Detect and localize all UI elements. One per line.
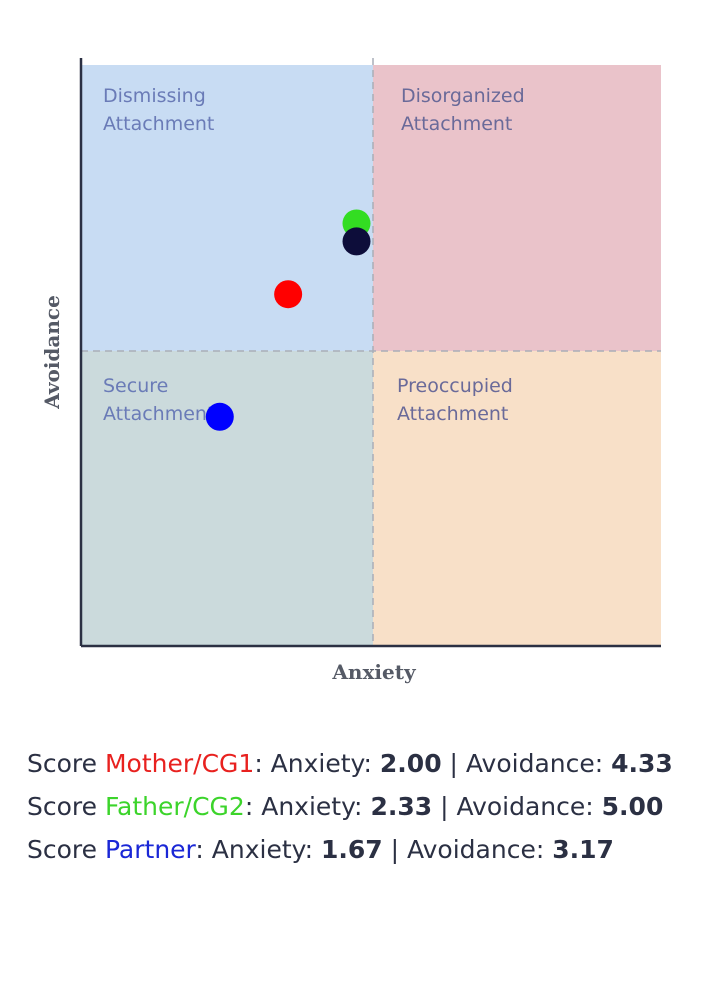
data-point-partner-3 [205,402,234,431]
score-name-partner: Partner [104,835,196,864]
avoidance-label: | Avoidance: [441,749,612,778]
y-axis-title: Avoidance [40,295,64,410]
anxiety-label: : Anxiety: [195,835,321,864]
quadrant-label-bottom-left-line1: Secure [103,375,168,397]
data-point-mother-cg1-0 [274,280,303,309]
anxiety-value: 1.67 [320,835,383,864]
quadrant-label-top-right-line2: Attachment [401,113,512,135]
quadrant-label-bottom-right-line2: Attachment [397,403,508,425]
score-prefix: Score [27,835,105,864]
x-axis-title: Anxiety [331,660,417,684]
avoidance-value: 3.17 [552,835,614,864]
quadrant-label-bottom-right-line1: Preoccupied [397,375,513,397]
avoidance-value: 5.00 [601,792,664,821]
quadrant-label-top-right-line1: Disorganized [401,85,525,107]
score-prefix: Score [27,749,105,778]
quadrant-backgrounds [81,65,661,646]
score-line-father: Score Father/CG2: Anxiety: 2.33 | Avoida… [27,791,687,822]
quadrant-label-top-left-line1: Dismissing [103,85,206,107]
quadrant-label-bottom-left-line2: Attachment [103,403,214,425]
quadrant-bottom-right [373,351,661,646]
anxiety-label: : Anxiety: [244,792,371,821]
quadrant-bottom-left [81,351,373,646]
score-line-mother: Score Mother/CG1: Anxiety: 2.00 | Avoida… [27,748,687,779]
quadrant-label-top-left-line2: Attachment [103,113,214,135]
score-name-father: Father/CG2 [104,792,245,821]
anxiety-value: 2.00 [379,749,442,778]
quadrant-top-right [373,65,661,351]
attachment-quadrant-chart: Dismissing Attachment Disorganized Attachme… [40,58,661,684]
quadrant-top-left [81,65,373,351]
data-point-father-cg2-2 [342,227,371,256]
axes [79,58,661,648]
avoidance-label: | Avoidance: [382,835,553,864]
quadrant-labels: Dismissing Attachment Disorganized Attachme… [103,85,525,425]
data-points [205,209,371,431]
score-line-partner: Score Partner: Anxiety: 1.67 | Avoidance… [27,834,687,865]
score-name-mother: Mother/CG1 [104,749,255,778]
anxiety-value: 2.33 [370,792,433,821]
avoidance-value: 4.33 [611,749,673,778]
anxiety-label: : Anxiety: [254,749,380,778]
score-prefix: Score [27,792,105,821]
quadrant-dividers [81,58,661,646]
score-list: Score Mother/CG1: Anxiety: 2.00 | Avoida… [27,748,687,877]
avoidance-label: | Avoidance: [432,792,602,821]
